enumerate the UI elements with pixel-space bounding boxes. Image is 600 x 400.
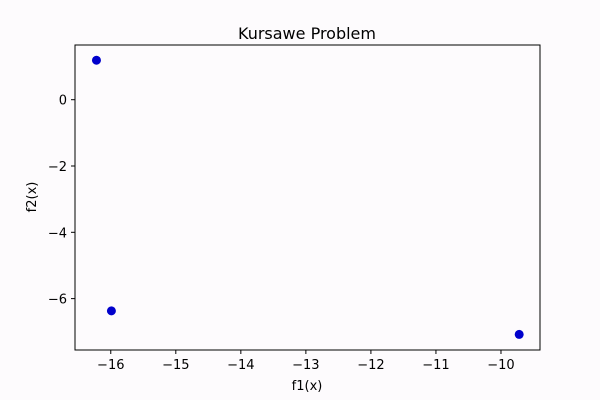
data-point: [106, 306, 116, 316]
x-tick-label: −12: [357, 358, 384, 373]
x-tick-label: −16: [97, 358, 124, 373]
y-tick-label: −4: [48, 226, 67, 241]
x-tick-label: −11: [422, 358, 449, 373]
y-tick-label: 0: [59, 94, 67, 109]
y-tick-label: −6: [48, 293, 67, 308]
data-points: [91, 55, 524, 339]
data-point: [514, 329, 524, 339]
y-axis: 0 −2 −4 −6: [48, 94, 75, 308]
x-tick-label: −14: [227, 358, 254, 373]
x-tick-label: −10: [487, 358, 514, 373]
y-tick-label: −2: [48, 160, 67, 175]
x-axis-label: f1(x): [292, 379, 323, 394]
x-axis: −16 −15 −14 −13 −12 −11 −10: [97, 350, 515, 373]
chart-title: Kursawe Problem: [238, 24, 376, 43]
data-point: [91, 55, 101, 65]
x-tick-label: −13: [292, 358, 319, 373]
plot-area-frame: [74, 44, 541, 351]
x-tick-label: −15: [162, 358, 189, 373]
y-axis-label: f2(x): [25, 182, 40, 213]
